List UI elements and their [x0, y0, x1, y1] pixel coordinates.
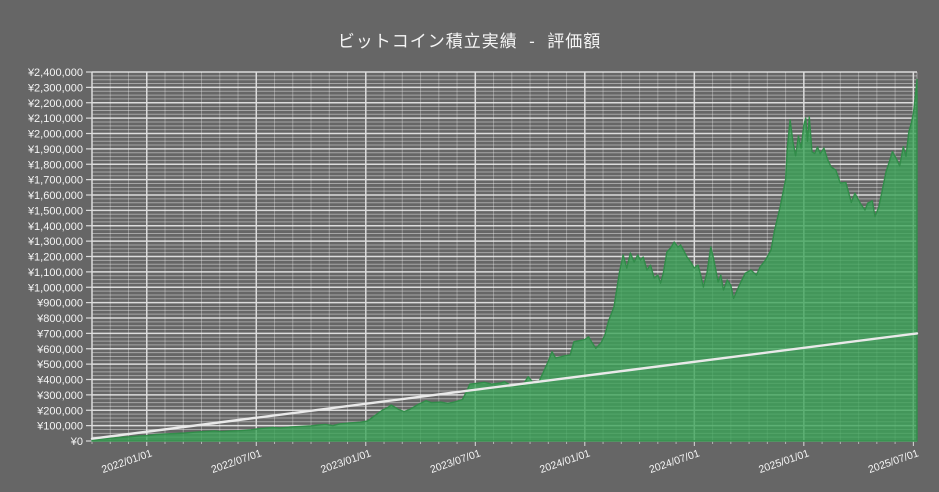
y-axis-tick-label: ¥1,700,000 — [27, 175, 83, 187]
y-axis-tick-label: ¥200,000 — [36, 405, 83, 417]
y-axis-tick-label: ¥2,200,000 — [27, 98, 83, 110]
y-axis-tick-label: ¥2,000,000 — [27, 129, 83, 141]
y-axis-tick-label: ¥1,100,000 — [27, 267, 83, 279]
y-axis-tick-label: ¥2,300,000 — [27, 82, 83, 94]
valuation-area-series — [91, 78, 918, 442]
y-axis-tick-label: ¥2,100,000 — [27, 113, 83, 125]
y-axis-tick-label: ¥1,800,000 — [27, 159, 83, 171]
y-axis-tick-label: ¥900,000 — [36, 298, 83, 310]
y-axis-tick-label: ¥1,600,000 — [27, 190, 83, 202]
investment-line-series — [90, 332, 919, 440]
y-axis-tick-label: ¥0 — [70, 436, 83, 448]
y-axis-tick-label: ¥2,400,000 — [27, 67, 83, 79]
axis-ticks — [86, 71, 914, 446]
y-axis-tick-label: ¥1,500,000 — [27, 205, 83, 217]
y-axis-tick-label: ¥800,000 — [36, 313, 83, 325]
y-axis-tick-label: ¥1,900,000 — [27, 144, 83, 156]
chart-title: ビットコイン積立実績 - 評価額 — [337, 32, 602, 51]
y-axis-tick-label: ¥600,000 — [36, 344, 83, 356]
y-axis-tick-label: ¥1,300,000 — [27, 236, 83, 248]
y-axis-tick-label: ¥1,000,000 — [27, 282, 83, 294]
y-axis-labels: ¥0 ¥100,000 ¥200,000 ¥300,000 ¥400,000 ¥500,0… — [27, 67, 83, 448]
y-axis-tick-label: ¥400,000 — [36, 375, 83, 387]
y-axis-tick-label: ¥700,000 — [36, 328, 83, 340]
y-axis-tick-label: ¥1,400,000 — [27, 221, 83, 233]
y-axis-tick-label: ¥500,000 — [36, 359, 83, 371]
y-axis-tick-label: ¥1,200,000 — [27, 252, 83, 264]
y-axis-tick-label: ¥100,000 — [36, 421, 83, 433]
y-axis-tick-label: ¥300,000 — [36, 390, 83, 402]
